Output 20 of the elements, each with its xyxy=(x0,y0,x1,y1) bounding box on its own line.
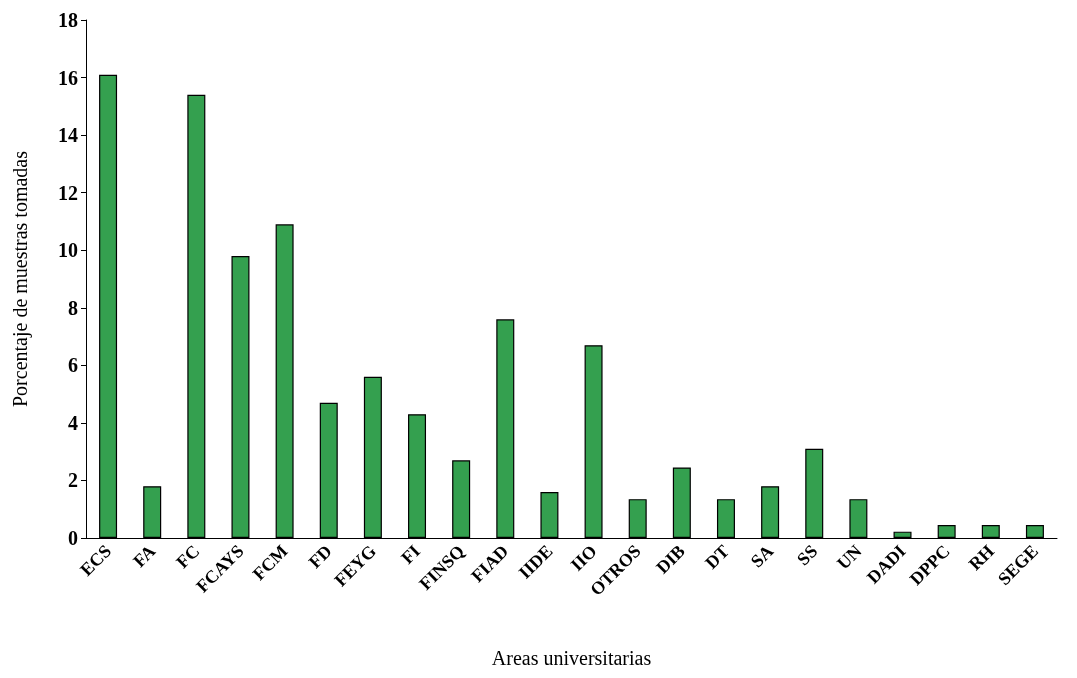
y-tick-label: 8 xyxy=(68,296,78,319)
y-tick-label: 18 xyxy=(58,9,78,31)
x-tick-label: FA xyxy=(129,540,160,572)
x-tick-label: FD xyxy=(304,540,336,573)
x-tick-label: SS xyxy=(793,540,822,570)
x-tick-label: DT xyxy=(701,540,734,573)
y-tick-label: 10 xyxy=(58,239,78,262)
y-tick-label: 0 xyxy=(68,527,78,549)
y-tick-label: 2 xyxy=(68,469,78,492)
y-tick-label: 12 xyxy=(58,181,78,204)
x-tick-label: SA xyxy=(746,540,778,572)
y-tick-label: 14 xyxy=(58,124,78,147)
x-tick-label: UN xyxy=(832,540,866,574)
y-tick-label: 4 xyxy=(68,411,78,434)
x-tick-label: RH xyxy=(964,540,998,575)
y-axis-title: Porcentaje de muestras tomadas xyxy=(9,150,32,408)
x-axis-title: Areas universitarias xyxy=(491,647,652,669)
y-tick-label: 6 xyxy=(68,354,78,377)
x-tick-label: DIB xyxy=(652,540,689,578)
y-tick-label: 16 xyxy=(58,66,78,89)
